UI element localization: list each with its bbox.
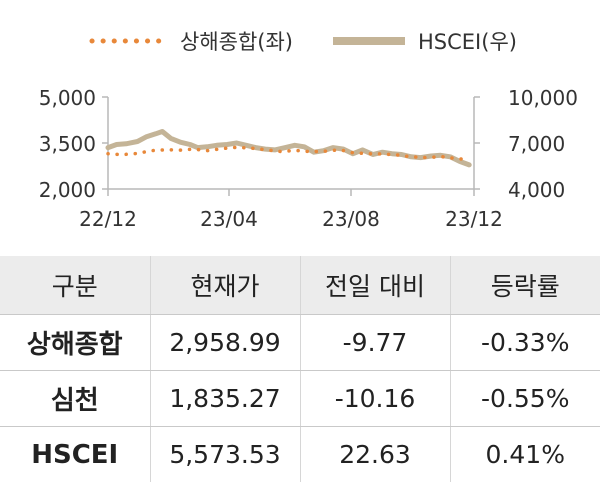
- header-category: 구분: [0, 256, 150, 315]
- header-current-price: 현재가: [150, 256, 300, 315]
- chart-series: [108, 132, 469, 165]
- table-row: HSCEI 5,573.53 22.63 0.41%: [0, 427, 600, 482]
- row-change-rate: 0.41%: [450, 427, 600, 482]
- row-index-name: HSCEI: [0, 427, 150, 482]
- x-tick-label: 23/08: [322, 207, 380, 231]
- header-day-change: 전일 대비: [300, 256, 450, 315]
- y-right-tick-label: 7,000: [508, 132, 565, 156]
- series-line-hscei: [108, 132, 469, 165]
- row-day-change: -10.16: [300, 371, 450, 427]
- y-right-tick-label: 4,000: [508, 178, 565, 202]
- row-current-price: 2,958.99: [150, 315, 300, 371]
- row-change-rate: -0.33%: [450, 315, 600, 371]
- chart-axes: 5,000 3,500 2,000 10,000 7,000 4,000 22/12 23/0…: [39, 86, 578, 231]
- chart-legend: 상해종합(좌) HSCEI(우): [92, 30, 517, 54]
- row-day-change: 22.63: [300, 427, 450, 482]
- header-change-rate: 등락률: [450, 256, 600, 315]
- table-row: 심천 1,835.27 -10.16 -0.55%: [0, 371, 600, 427]
- y-left-tick-label: 2,000: [39, 178, 96, 202]
- legend-label-hscei: HSCEI(우): [418, 30, 517, 54]
- index-line-chart: 상해종합(좌) HSCEI(우) 5,000 3,500 2,000 10,000 7,…: [0, 0, 600, 250]
- y-left-tick-label: 3,500: [39, 132, 96, 156]
- row-day-change: -9.77: [300, 315, 450, 371]
- row-current-price: 1,835.27: [150, 371, 300, 427]
- row-change-rate: -0.55%: [450, 371, 600, 427]
- legend-label-shanghai: 상해종합(좌): [180, 30, 293, 54]
- x-tick-label: 23/04: [200, 207, 258, 231]
- index-quote-table: 구분 현재가 전일 대비 등락률 상해종합 2,958.99 -9.77 -0.…: [0, 256, 600, 482]
- y-right-tick-label: 10,000: [508, 86, 578, 110]
- row-index-name: 심천: [0, 371, 150, 427]
- y-left-tick-label: 5,000: [39, 86, 96, 110]
- table-header-row: 구분 현재가 전일 대비 등락률: [0, 256, 600, 315]
- row-current-price: 5,573.53: [150, 427, 300, 482]
- x-tick-label: 23/12: [445, 207, 503, 231]
- x-tick-label: 22/12: [79, 207, 137, 231]
- row-index-name: 상해종합: [0, 315, 150, 371]
- table-row: 상해종합 2,958.99 -9.77 -0.33%: [0, 315, 600, 371]
